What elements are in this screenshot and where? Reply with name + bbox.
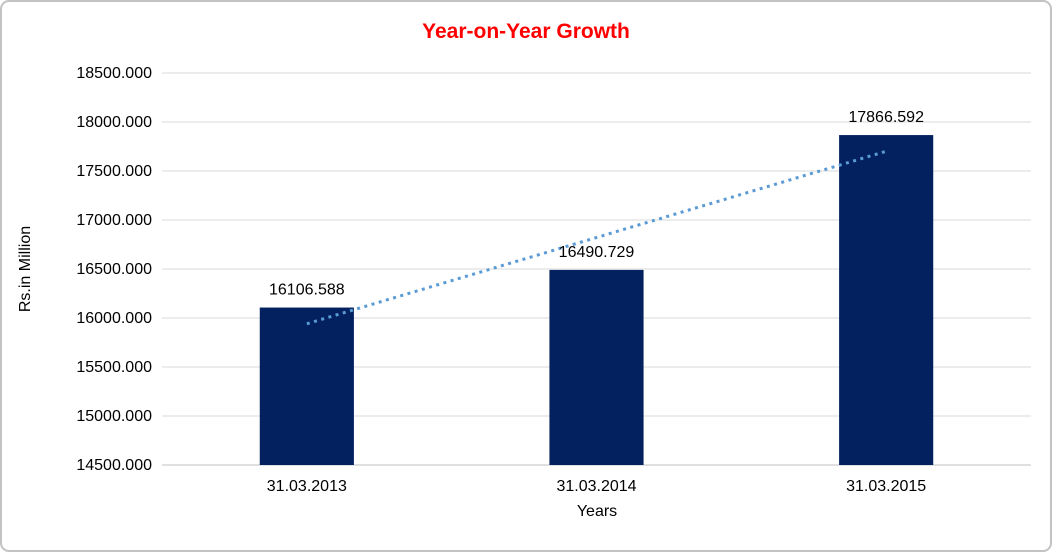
y-tick-label: 18000.000 (76, 114, 152, 131)
y-tick-label: 15000.000 (76, 408, 152, 425)
y-tick-label: 17500.000 (76, 163, 152, 180)
x-axis-title: Years (576, 503, 618, 520)
bar (259, 307, 354, 465)
bar-data-label: 16490.729 (559, 244, 635, 261)
y-tick-label: 17000.000 (76, 212, 152, 229)
x-tick-label: 31.03.2015 (846, 478, 926, 495)
y-tick-label: 16500.000 (76, 261, 152, 278)
trendline (306, 149, 887, 326)
x-tick-label: 31.03.2014 (556, 478, 636, 495)
chart-title: Year-on-Year Growth (422, 20, 630, 43)
bar (549, 269, 644, 465)
bar (839, 135, 934, 466)
bar-data-label: 16106.588 (269, 282, 345, 299)
y-tick-label: 15500.000 (76, 359, 152, 376)
y-tick-label: 14500.000 (76, 457, 152, 474)
x-tick-label: 31.03.2013 (267, 478, 347, 495)
bar-data-label: 17866.592 (848, 109, 924, 126)
y-tick-label: 18500.000 (76, 65, 152, 82)
y-axis-title: Rs.in Million (17, 225, 34, 313)
y-tick-label: 16000.000 (76, 310, 152, 327)
